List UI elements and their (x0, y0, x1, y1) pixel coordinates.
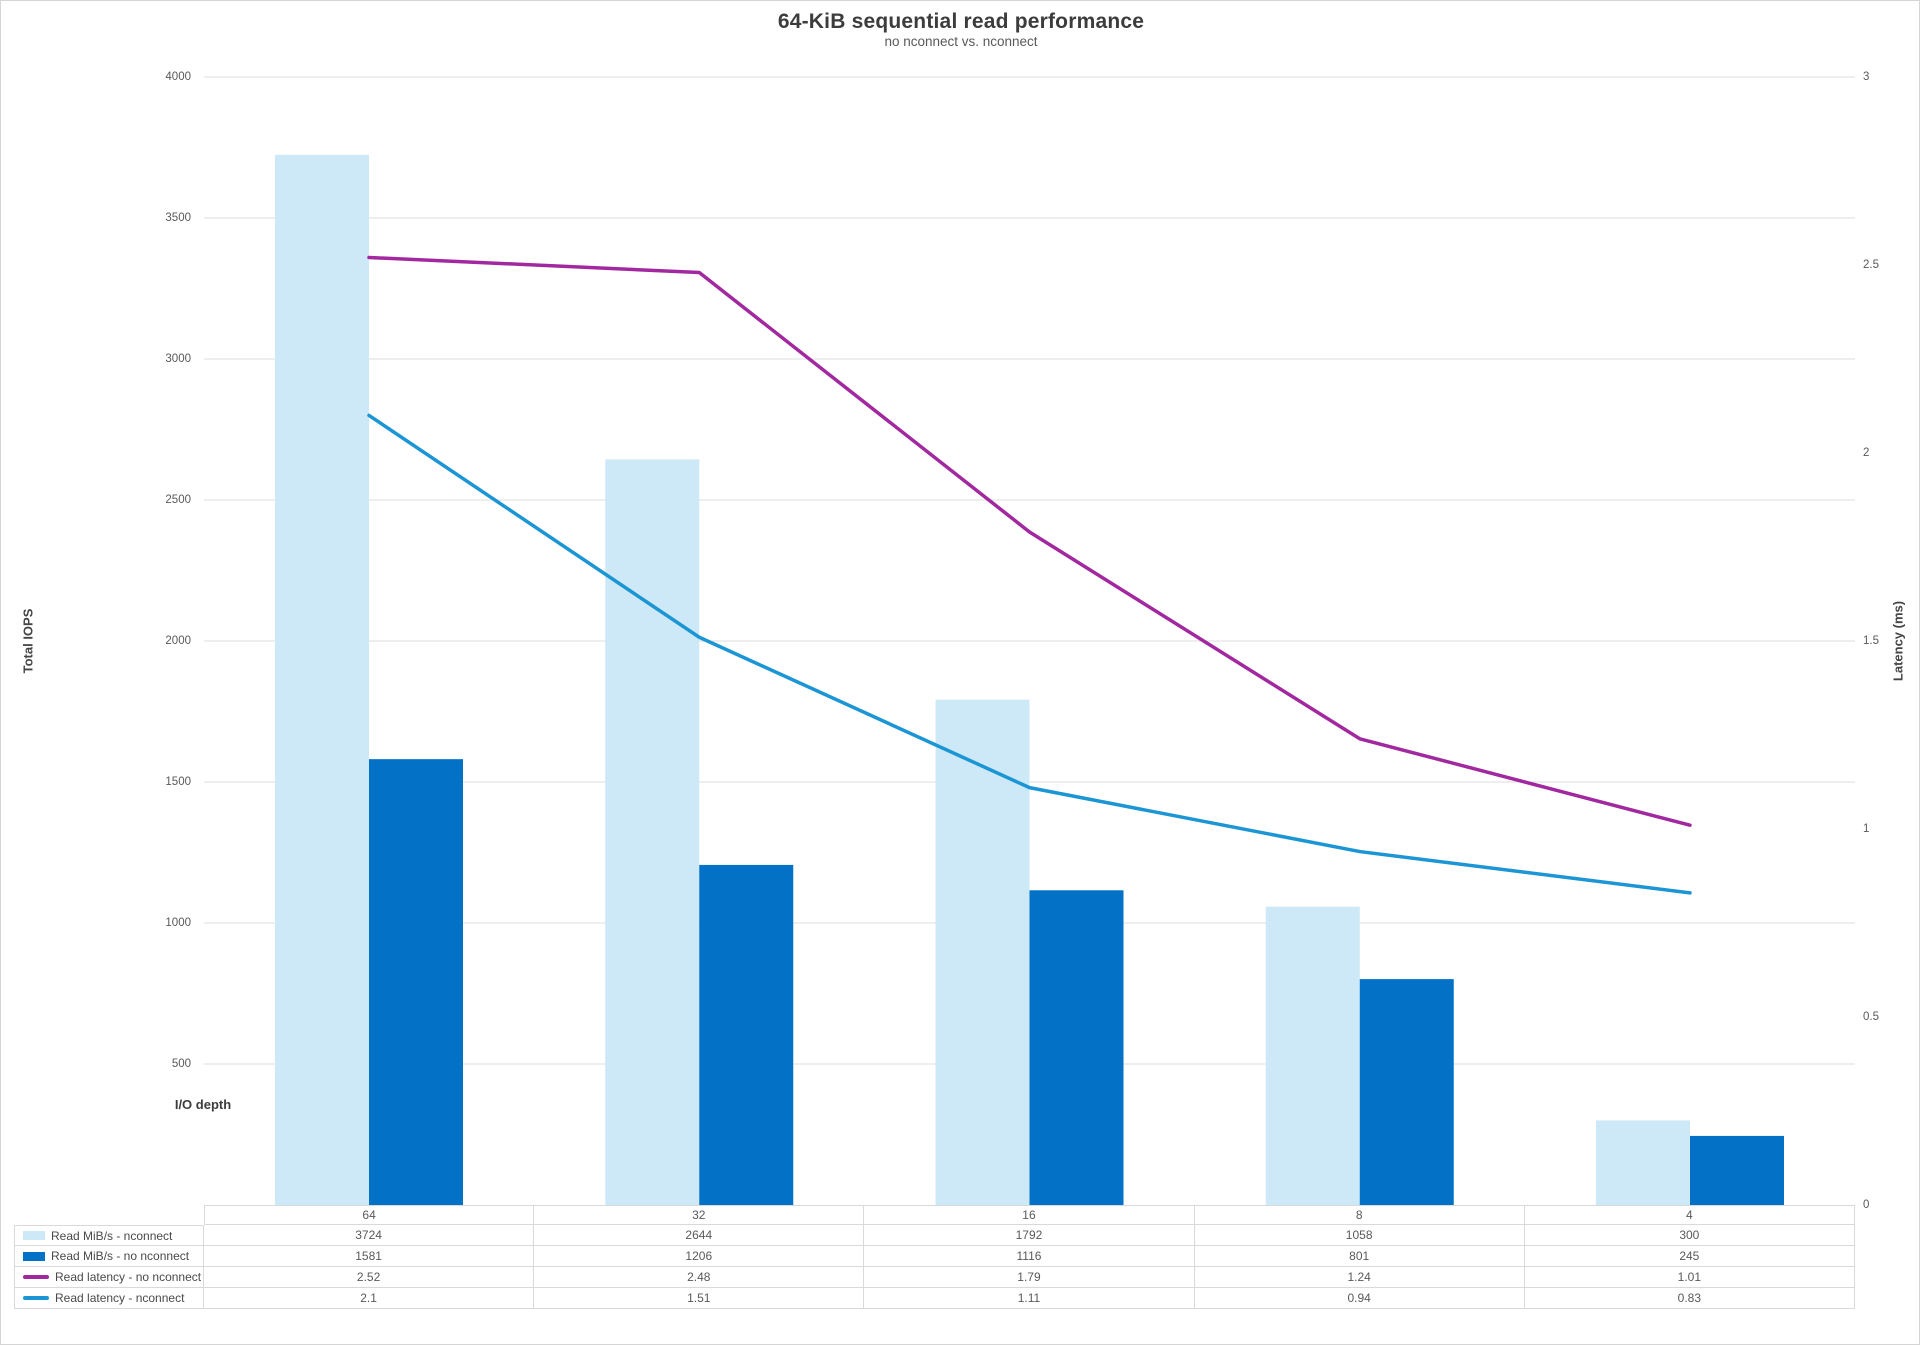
left-axis-tick: 2000 (165, 635, 191, 647)
legend-line-swatch (23, 1296, 49, 1300)
legend-bar-swatch (23, 1231, 45, 1240)
legend-cell: Read latency - no nconnect (14, 1267, 204, 1288)
table-value-cell: 0.83 (1524, 1288, 1855, 1309)
right-axis-tick: 1.5 (1863, 635, 1879, 647)
legend-cell: Read MiB/s - nconnect (14, 1225, 204, 1246)
bar-read-mib-s-nconnect (1265, 906, 1360, 1205)
table-row: Read latency - nconnect 2.1 1.51 1.11 0.94 0.… (14, 1288, 1855, 1309)
table-value-cell: 2.1 (204, 1288, 535, 1309)
table-header-cell: 8 (1194, 1205, 1525, 1225)
bar-read-mib-s-no-nconnect (1359, 979, 1454, 1205)
table-value-cell: 1.51 (534, 1288, 865, 1309)
table-value-cell: 1.01 (1524, 1267, 1855, 1288)
line-read-latency-no-nconnect (367, 255, 1692, 827)
left-axis-tick: 2500 (165, 494, 191, 506)
table-value-cell: 245 (1524, 1246, 1855, 1267)
table-value-cell: 1206 (534, 1246, 865, 1267)
bar-read-mib-s-no-nconnect (699, 864, 794, 1205)
table-value-cell: 3724 (204, 1225, 535, 1246)
table-header-cell: 4 (1524, 1205, 1855, 1225)
legend-bar-swatch (23, 1251, 45, 1261)
x-axis-title: I/O depth (174, 1097, 232, 1112)
bar-read-mib-s-nconnect (935, 699, 1030, 1205)
right-axis-tick: 2 (1863, 447, 1870, 459)
table-value-cell: 2.52 (204, 1267, 535, 1288)
table-value-cell: 1581 (204, 1246, 535, 1267)
table-value-cell: 1.24 (1194, 1267, 1525, 1288)
legend-cell: Read latency - nconnect (14, 1288, 204, 1309)
table-value-cell: 801 (1194, 1246, 1525, 1267)
table-value-cell: 2644 (534, 1225, 865, 1246)
legend-label: Read MiB/s - nconnect (51, 1228, 173, 1243)
right-axis-tick: 2.5 (1863, 259, 1879, 271)
legend-label: Read MiB/s - no nconnect (51, 1249, 190, 1263)
right-axis-tick: 3 (1863, 71, 1870, 83)
table-row: Read latency - no nconnect 2.52 2.48 1.79 1.… (14, 1267, 1855, 1288)
bar-read-mib-s-nconnect (1596, 1120, 1690, 1205)
chart-subtitle: no nconnect vs. nconnect (884, 34, 1038, 49)
left-axis-tick: 3500 (165, 212, 191, 224)
line-read-latency-nconnect (367, 413, 1692, 895)
table-value-cell: 0.94 (1194, 1288, 1525, 1309)
left-axis-tick: 1000 (165, 917, 191, 929)
left-axis-tick: 4000 (165, 71, 191, 83)
legend-line-swatch (23, 1275, 49, 1279)
table-value-cell: 1058 (1194, 1225, 1525, 1246)
right-axis-tick: 0.5 (1863, 1011, 1879, 1023)
table-header-cell: 64 (204, 1205, 535, 1225)
table-value-cell: 2.48 (534, 1267, 865, 1288)
left-axis-tick: 500 (171, 1058, 191, 1070)
table-value-cell: 300 (1524, 1225, 1855, 1246)
bar-read-mib-s-no-nconnect (369, 759, 463, 1205)
left-axis-tick: 3000 (165, 353, 191, 365)
table-value-cell: 1.11 (864, 1288, 1195, 1309)
right-axis-tick: 1 (1863, 823, 1870, 835)
table-value-cell: 1792 (864, 1225, 1195, 1246)
data-table: 64 32 16 8 4 Read MiB/s - nconnect 3724 2644 179… (14, 1205, 1855, 1309)
bar-read-mib-s-no-nconnect (1690, 1135, 1784, 1205)
right-axis-tick: 0 (1863, 1199, 1870, 1211)
table-header-cell: 16 (864, 1205, 1195, 1225)
table-row: Read MiB/s - nconnect 3724 2644 1792 1058 300 (14, 1225, 1855, 1246)
legend-label: Read latency - nconnect (55, 1291, 185, 1305)
table-row: Read MiB/s - no nconnect 1581 1206 1116 801 2… (14, 1246, 1855, 1267)
left-axis-tick: 1500 (165, 776, 191, 788)
bar-read-mib-s-no-nconnect (1029, 890, 1124, 1205)
chart-title: 64-KiB sequential read performance (777, 10, 1145, 33)
table-value-cell: 1.79 (864, 1267, 1195, 1288)
table-row: 64 32 16 8 4 (14, 1205, 1855, 1225)
legend-cell: Read MiB/s - no nconnect (14, 1246, 204, 1267)
bar-read-mib-s-nconnect (275, 154, 369, 1205)
table-header-cell: 32 (534, 1205, 865, 1225)
bar-read-mib-s-nconnect (605, 459, 700, 1206)
table-value-cell: 1116 (864, 1246, 1195, 1267)
table-corner-cell (14, 1205, 204, 1225)
legend-label: Read latency - no nconnect (55, 1270, 202, 1284)
